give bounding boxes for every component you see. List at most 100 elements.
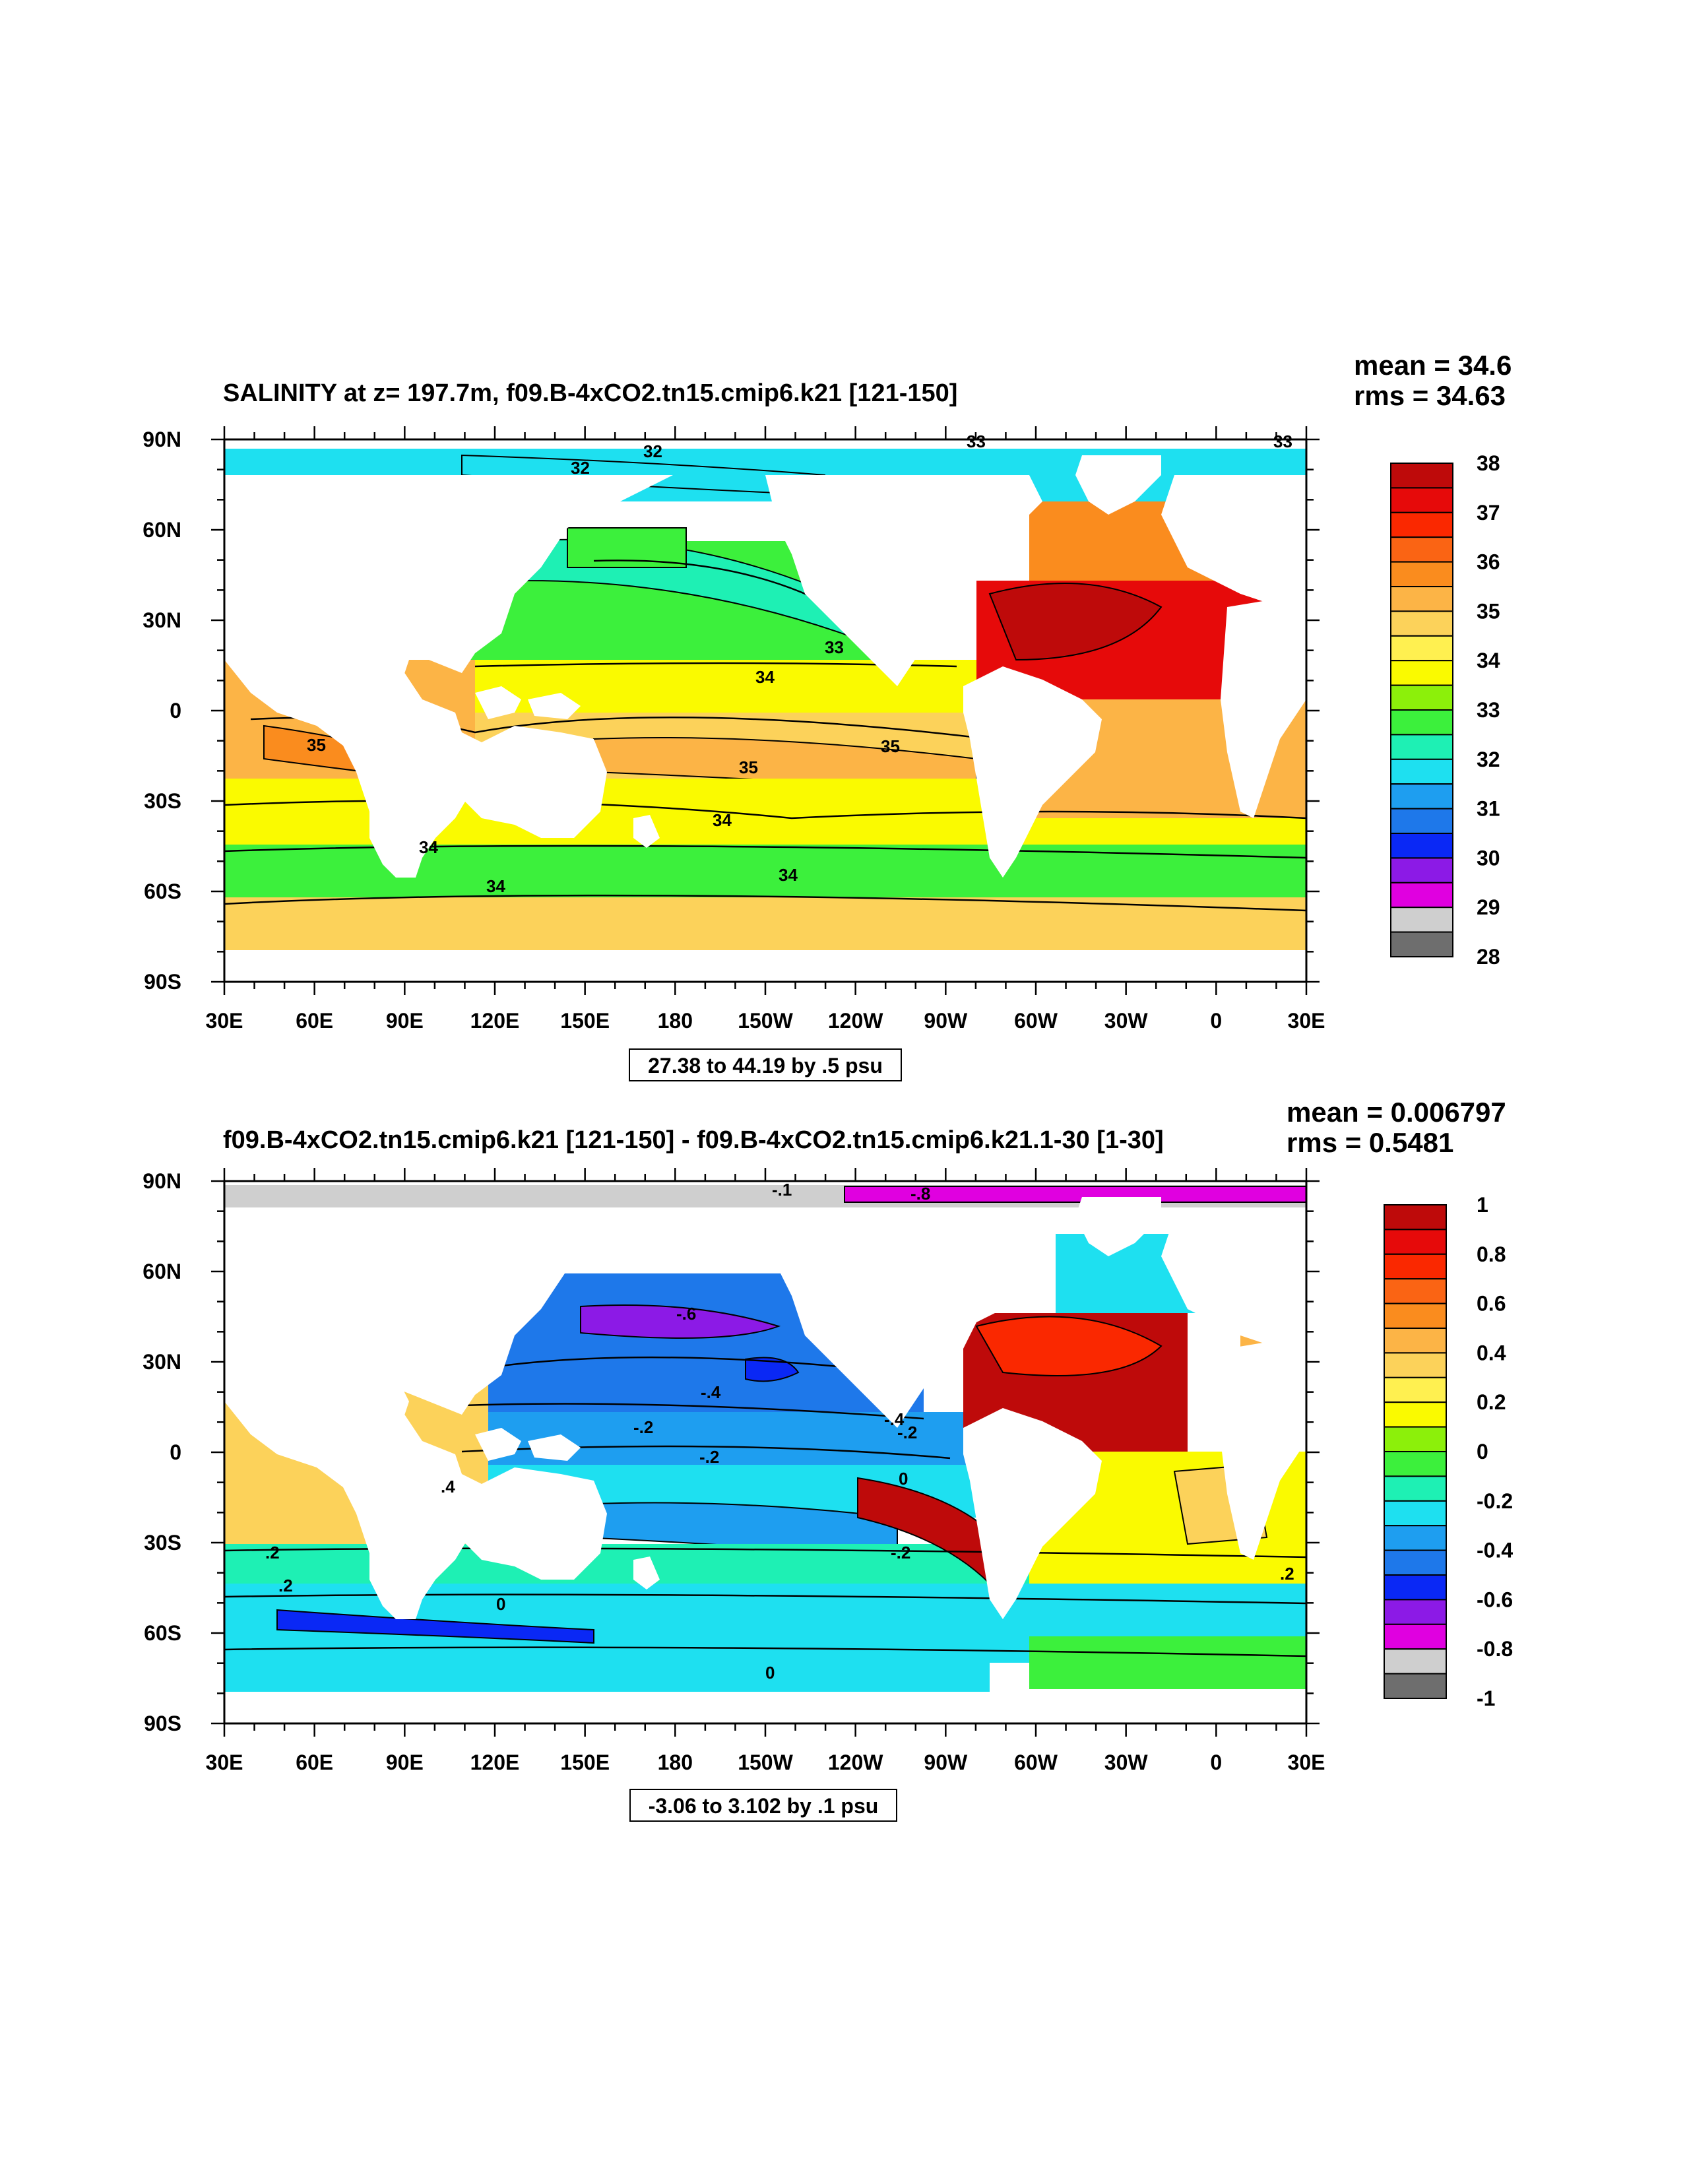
panel-b-lon-label: 150W — [738, 1750, 793, 1774]
contour-label: -.2 — [699, 1447, 719, 1467]
panel-a-lon-label: 60W — [1014, 1009, 1058, 1033]
contour-label: 0 — [765, 1663, 775, 1683]
colorbar-swatch — [1384, 1328, 1447, 1354]
colorbar-swatch — [1384, 1673, 1447, 1700]
panel-b-lon-label: 90W — [924, 1750, 968, 1774]
colorbar-swatch — [1390, 882, 1453, 909]
colorbar-label: 36 — [1477, 550, 1500, 574]
contour-label: .2 — [1280, 1564, 1294, 1584]
panel-a-lon-label: 60E — [296, 1009, 333, 1033]
contour-label: 35 — [881, 736, 900, 756]
panel-a-contour-labels: 32 32 33 33 33 34 34 34 34 34 35 35 35 — [307, 432, 1292, 896]
colorbar-swatch — [1390, 561, 1453, 587]
colorbar-swatch — [1390, 907, 1453, 933]
panel-a-range-label: 27.38 to 44.19 by .5 psu — [648, 1054, 883, 1077]
colorbar-swatch — [1390, 857, 1453, 883]
panel-b-colorbar: 1 0.8 0.6 0.4 0.2 0 -0.2 -0.4 -0.6 -0.8 -1 — [1384, 1193, 1513, 1710]
contour-label: -.6 — [676, 1304, 696, 1324]
colorbar-swatch — [1384, 1352, 1447, 1378]
panel-a-title: SALINITY at z= 197.7m, f09.B-4xCO2.tn15.… — [223, 379, 957, 407]
panel-b-lon-label: 60E — [296, 1750, 333, 1774]
contour-label: -.8 — [910, 1184, 930, 1204]
panel-a-lat-label: 30S — [144, 789, 181, 813]
contour-label: -.2 — [897, 1423, 917, 1442]
colorbar-swatch — [1384, 1648, 1447, 1675]
panel-a-lat-label: 0 — [170, 699, 181, 723]
panel-b-lat-label: 90N — [143, 1169, 181, 1193]
colorbar-swatch — [1390, 511, 1453, 538]
panel-b-mean: mean = 0.006797 — [1287, 1097, 1506, 1128]
panel-b-lat-label: 90S — [144, 1712, 181, 1735]
contour-label: 34 — [486, 876, 505, 896]
colorbar-swatch — [1384, 1525, 1447, 1551]
colorbar-label: -0.8 — [1477, 1637, 1513, 1661]
panel-a-lon-label: 0 — [1210, 1009, 1222, 1033]
colorbar-label: 28 — [1477, 945, 1500, 969]
panel-b-lon-label: 60W — [1014, 1750, 1058, 1774]
panel-a-lat-label: 90S — [144, 970, 181, 994]
colorbar-swatch — [1384, 1623, 1447, 1650]
panel-a-lat-label: 90N — [143, 428, 181, 451]
panel-a-lon-label: 120W — [828, 1009, 883, 1033]
panel-a-lat-label: 60N — [143, 518, 181, 542]
panel-a-lon-label: 30E — [206, 1009, 243, 1033]
colorbar-swatch — [1390, 783, 1453, 810]
colorbar-label: 38 — [1477, 451, 1500, 475]
panel-b-lon-label: 30W — [1104, 1750, 1149, 1774]
colorbar-label: 32 — [1477, 748, 1500, 771]
colorbar-label: -0.2 — [1477, 1489, 1513, 1513]
colorbar-swatch — [1390, 463, 1453, 489]
panel-b-lon-label: 150E — [560, 1750, 610, 1774]
panel-a-lon-label: 30W — [1104, 1009, 1149, 1033]
panel-a-lon-label: 90E — [386, 1009, 424, 1033]
panel-b-range-box — [629, 1789, 897, 1822]
colorbar-swatch — [1384, 1376, 1447, 1403]
colorbar-label: 0.8 — [1477, 1242, 1506, 1266]
colorbar-swatch — [1384, 1401, 1447, 1428]
contour-label: .2 — [278, 1576, 293, 1595]
panel-b-title: f09.B-4xCO2.tn15.cmip6.k21 [121-150] - f… — [223, 1126, 1164, 1154]
colorbar-swatch — [1390, 586, 1453, 612]
contour-label: 35 — [307, 735, 326, 755]
colorbar-swatch — [1390, 758, 1453, 785]
contour-label: .4 — [441, 1477, 455, 1496]
panel-a-lon-label: 90W — [924, 1009, 968, 1033]
panel-b-lon-label: 90E — [386, 1750, 424, 1774]
colorbar-swatch — [1390, 931, 1453, 957]
colorbar-label: 37 — [1477, 501, 1500, 525]
colorbar-swatch — [1390, 635, 1453, 662]
panel-a-lon-label: 30E — [1288, 1009, 1325, 1033]
colorbar-swatch — [1390, 487, 1453, 513]
colorbar-label: 29 — [1477, 895, 1500, 919]
colorbar-label: 0 — [1477, 1440, 1488, 1463]
panel-a-colorbar: 38 37 36 35 34 33 32 31 30 29 28 — [1390, 451, 1500, 969]
panel-b-lon-label: 0 — [1210, 1750, 1222, 1774]
panel-a-mean: mean = 34.6 — [1354, 350, 1512, 381]
contour-label: 0 — [899, 1469, 908, 1489]
panel-b-range-label: -3.06 to 3.102 by .1 psu — [649, 1794, 879, 1818]
colorbar-label: 0.4 — [1477, 1341, 1506, 1365]
contour-label: -.1 — [772, 1180, 792, 1200]
colorbar-swatch — [1384, 1549, 1447, 1576]
panel-b-lat-label: 0 — [170, 1440, 181, 1464]
panel-a-lon-label: 150W — [738, 1009, 793, 1033]
colorbar-label: 31 — [1477, 797, 1500, 821]
colorbar-swatch — [1384, 1426, 1447, 1453]
panel-b-lat-label: 60N — [143, 1260, 181, 1283]
colorbar-swatch — [1390, 536, 1453, 563]
colorbar-label: -0.4 — [1477, 1539, 1513, 1562]
colorbar-label: 0.2 — [1477, 1390, 1506, 1414]
panel-b-lat-labels: 90N 60N 30N 0 30S 60S 90S — [143, 1169, 181, 1735]
colorbar-label: 35 — [1477, 599, 1500, 623]
contour-label: 34 — [713, 810, 732, 830]
panel-salinity: SALINITY at z= 197.7m, f09.B-4xCO2.tn15.… — [143, 350, 1512, 1081]
contour-label: 0 — [496, 1594, 505, 1614]
panel-b-lat-label: 60S — [144, 1621, 181, 1645]
panel-b-contour-labels: -.6 -.4 -.2 -.2 -.2 -.4 0 .4 .2 .2 .2 0 … — [265, 1180, 1294, 1683]
colorbar-swatch — [1390, 808, 1453, 834]
panel-a-lat-label: 30N — [143, 608, 181, 632]
panel-a-lat-labels: 90N 60N 30N 0 30S 60S 90S — [143, 428, 181, 994]
panel-b-lon-label: 120E — [470, 1750, 520, 1774]
colorbar-swatch — [1384, 1229, 1447, 1255]
